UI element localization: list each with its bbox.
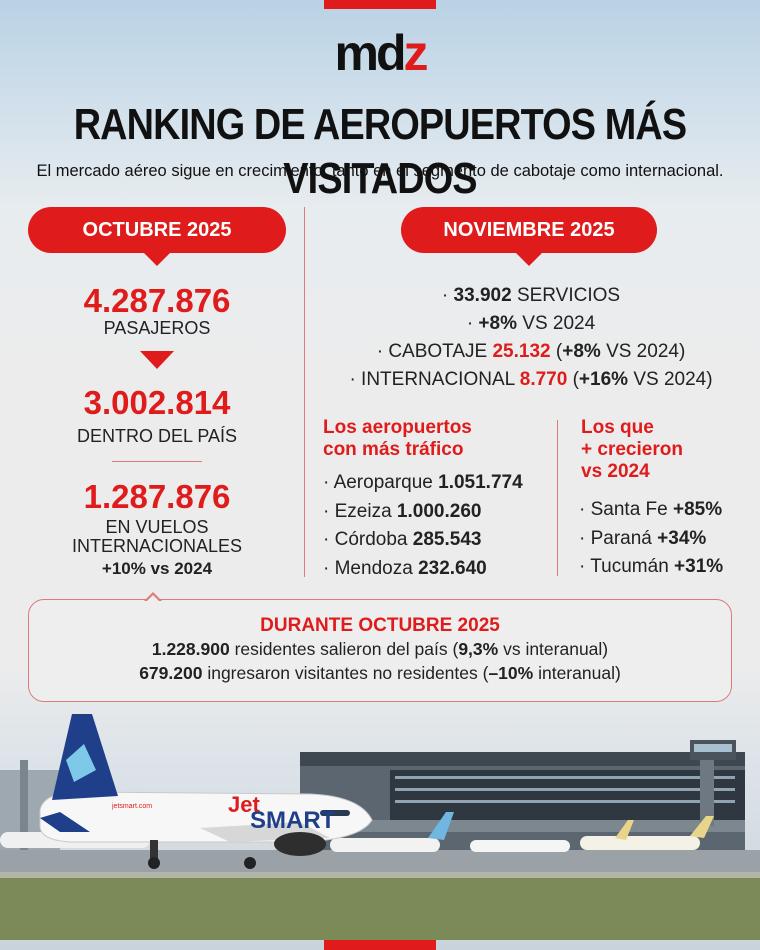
down-arrow-icon	[140, 351, 174, 369]
octubre-international-caption: EN VUELOS INTERNACIONALES	[71, 517, 243, 556]
octubre-pill: OCTUBRE 2025	[28, 207, 286, 253]
growth-item: · Paraná +34%	[579, 527, 707, 549]
durante-box	[28, 599, 732, 702]
growth-list: · Santa Fe +85% · Paraná +34% · Tucumán …	[579, 496, 723, 582]
airport-item: · Ezeiza 1.000.260	[323, 500, 482, 522]
durante-title: DURANTE OCTUBRE 2025	[260, 615, 500, 636]
durante-line-residents: 1.228.900 residentes salieron del país (…	[151, 639, 609, 659]
plane-livery-url: jetsmart.com	[111, 803, 152, 810]
page-subtitle: El mercado aéreo sigue en crecimiento, t…	[36, 162, 724, 180]
bottom-accent-bar	[324, 940, 436, 950]
column-divider	[304, 207, 305, 577]
growth-heading: Los que + crecieron vs 2024	[581, 417, 683, 482]
growth-item: · Tucumán +31%	[579, 556, 724, 577]
airport-list: · Aeroparque 1.051.774 · Ezeiza 1.000.26…	[323, 469, 523, 583]
top-accent-bar	[324, 0, 436, 9]
airport-item: · Aeroparque 1.051.774	[323, 472, 523, 493]
octubre-international-passengers: 1.287.876	[83, 478, 231, 515]
octubre-divider	[112, 461, 202, 462]
octubre-domestic-passengers: 3.002.814	[83, 384, 231, 421]
octubre-total-passengers: 4.287.876	[83, 282, 231, 319]
airport-scene-illustration: Jet SMART jetsmart.com	[0, 714, 760, 940]
stat-internacional: · INTERNACIONAL 8.770 (+16% VS 2024)	[349, 369, 713, 390]
traffic-heading: Los aeropuertos con más tráfico	[323, 417, 472, 460]
noviembre-pill-pointer	[515, 252, 543, 266]
plane-livery-jet: Jet	[228, 792, 260, 817]
subcolumn-divider	[557, 420, 558, 576]
mdz-logo: mdz	[334, 25, 429, 81]
growth-item: · Santa Fe +85%	[579, 499, 723, 520]
plane-livery-smart: SMART	[250, 807, 336, 834]
octubre-pill-pointer	[143, 252, 171, 266]
airport-item: · Córdoba 285.543	[323, 529, 482, 550]
octubre-international-growth: +10% vs 2024	[101, 559, 213, 578]
stat-servicios: · 33.902 SERVICIOS	[441, 285, 621, 306]
stat-growth: · +8% VS 2024	[466, 313, 596, 334]
durante-line-visitors: 679.200 ingresaron visitantes no residen…	[139, 663, 621, 683]
octubre-domestic-caption: DENTRO DEL PAÍS	[76, 426, 238, 446]
noviembre-pill: NOVIEMBRE 2025	[401, 207, 657, 253]
octubre-total-caption: PASAJEROS	[103, 318, 211, 338]
durante-box-notch-fill	[146, 595, 160, 602]
stat-cabotaje: · CABOTAJE 25.132 (+8% VS 2024)	[376, 341, 686, 362]
page-title: RANKING DE AEROPUERTOS MÁS VISITADOS	[73, 100, 687, 203]
airport-item: · Mendoza 232.640	[323, 557, 487, 579]
